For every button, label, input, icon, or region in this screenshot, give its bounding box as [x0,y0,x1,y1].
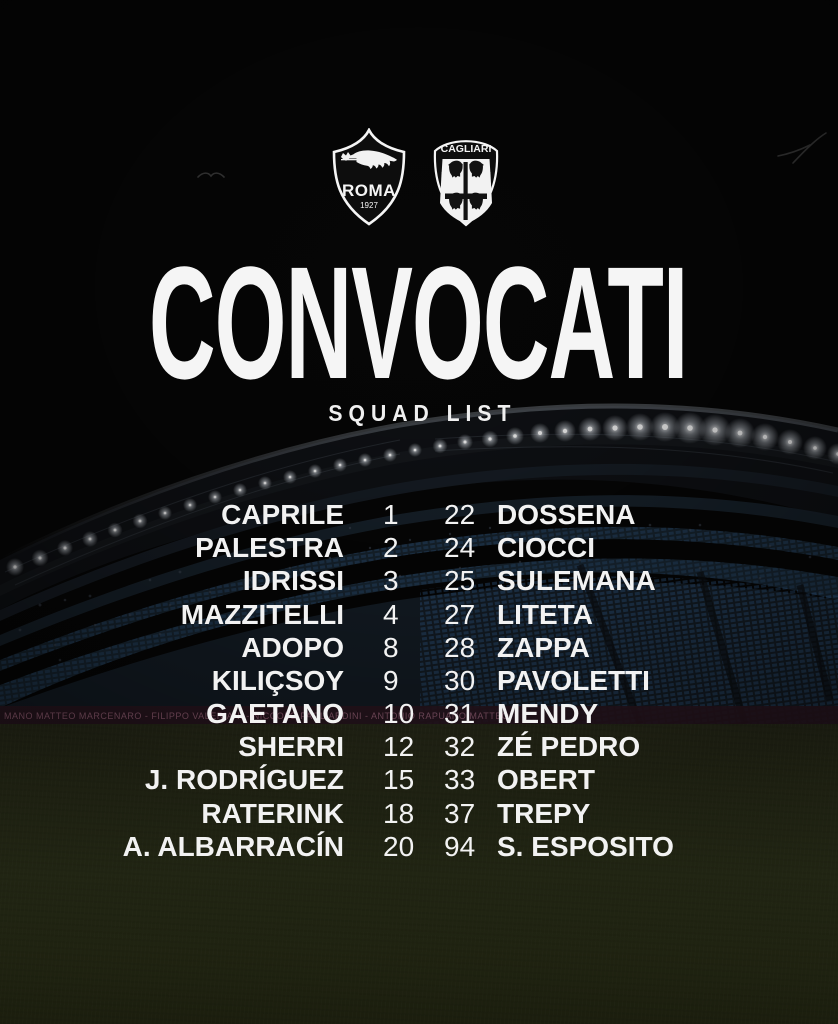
svg-text:1927: 1927 [360,201,378,210]
svg-text:ROMA: ROMA [342,181,396,200]
svg-text:CAGLIARI: CAGLIARI [441,143,492,155]
